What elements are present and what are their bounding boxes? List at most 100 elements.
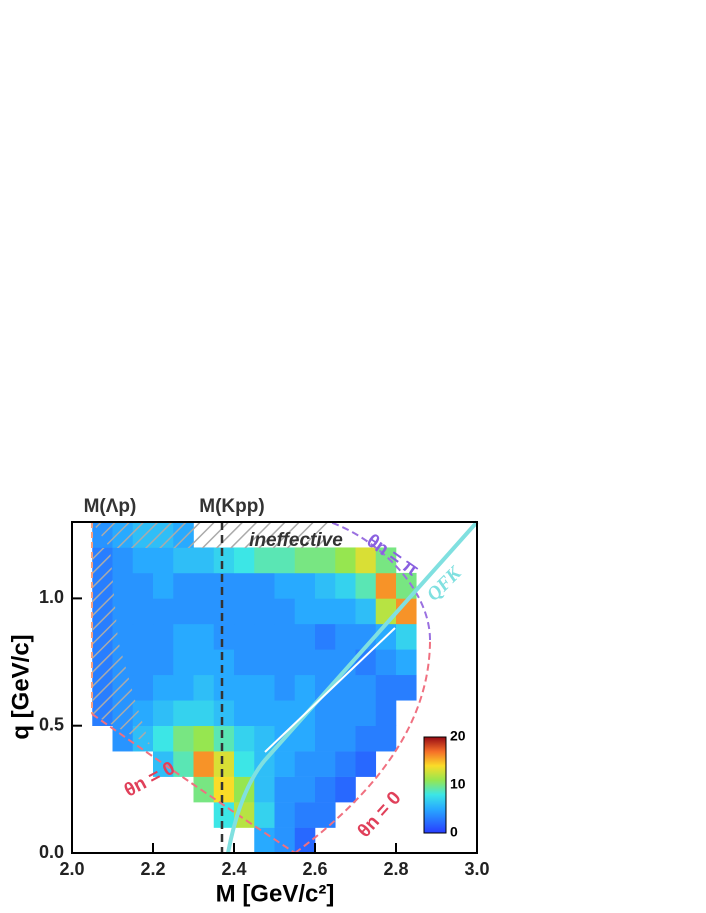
bin (193, 674, 215, 701)
bin (294, 674, 316, 701)
bin (315, 598, 336, 625)
bin (254, 700, 275, 726)
bin (193, 547, 215, 574)
bin (213, 572, 235, 599)
bin (355, 598, 377, 625)
bin (355, 547, 377, 574)
bin (335, 776, 356, 803)
annotation: θn = 0 (121, 758, 179, 802)
bin (315, 623, 336, 650)
bin (234, 751, 255, 777)
bin (355, 725, 377, 752)
bin (274, 827, 296, 854)
annotation: θn = 0 (354, 788, 406, 842)
bin (173, 674, 194, 701)
bin (213, 623, 235, 650)
x-tick-label: 2.8 (383, 859, 408, 879)
bin (254, 725, 275, 752)
bin (213, 751, 235, 777)
bin (294, 649, 316, 676)
bin (335, 598, 356, 625)
bin (274, 802, 296, 828)
bin (173, 700, 194, 726)
bin (315, 751, 336, 777)
bin (234, 572, 255, 599)
bin (375, 598, 397, 625)
bin (355, 751, 377, 777)
bin (315, 700, 336, 726)
annotation: QFK (423, 562, 466, 605)
bin (132, 572, 154, 599)
bin (294, 802, 316, 828)
bin (315, 572, 336, 599)
bin (153, 547, 174, 574)
bin (254, 572, 275, 599)
bin (274, 649, 296, 676)
bin (193, 623, 215, 650)
bin (153, 623, 174, 650)
bin (315, 802, 336, 828)
bin (294, 751, 316, 777)
bin (153, 572, 174, 599)
bin (173, 623, 194, 650)
bin (396, 649, 417, 676)
bin (213, 649, 235, 676)
bin (193, 649, 215, 676)
bin (294, 725, 316, 752)
x-tick-label: 2.2 (140, 859, 165, 879)
bin (335, 572, 356, 599)
bin (193, 572, 215, 599)
bin (213, 700, 235, 726)
bin (153, 751, 174, 777)
bin (234, 725, 255, 752)
colorbar-tick-label: 10 (450, 776, 466, 792)
bin (234, 598, 255, 625)
bin (173, 572, 194, 599)
bin (335, 623, 356, 650)
bin (294, 827, 316, 854)
bin (375, 547, 397, 574)
bin (315, 649, 336, 676)
bin (335, 725, 356, 752)
bin (335, 700, 356, 726)
bin (193, 776, 215, 803)
hatch-left (92, 548, 150, 745)
bin (132, 649, 154, 676)
bin (335, 547, 356, 574)
bin (315, 776, 336, 803)
bin (274, 547, 296, 574)
bin (375, 572, 397, 599)
bin (234, 649, 255, 676)
bin (355, 649, 377, 676)
bin (254, 674, 275, 701)
bin (315, 547, 336, 574)
bin (315, 674, 336, 701)
bin (234, 623, 255, 650)
bin (132, 674, 154, 701)
bin (335, 751, 356, 777)
y-axis-label: q [GeV/c] (7, 634, 34, 739)
bin (254, 827, 275, 854)
bin (254, 623, 275, 650)
y-tick-label: 0.0 (39, 842, 64, 862)
bin (294, 598, 316, 625)
theta-zero-right (294, 639, 431, 854)
colorbar (423, 736, 447, 834)
annotation: M(Kpp) (199, 496, 264, 517)
bin (173, 649, 194, 676)
bin (254, 776, 275, 803)
bin (173, 751, 194, 777)
bin (173, 725, 194, 752)
bin (213, 776, 235, 803)
bin (193, 751, 215, 777)
theta-zero-lower (91, 713, 296, 854)
bin (396, 623, 417, 650)
bin (294, 572, 316, 599)
bin (193, 598, 215, 625)
annotation: M(Λp) (84, 496, 137, 517)
bin (112, 598, 134, 625)
bin (274, 751, 296, 777)
bin (375, 649, 397, 676)
